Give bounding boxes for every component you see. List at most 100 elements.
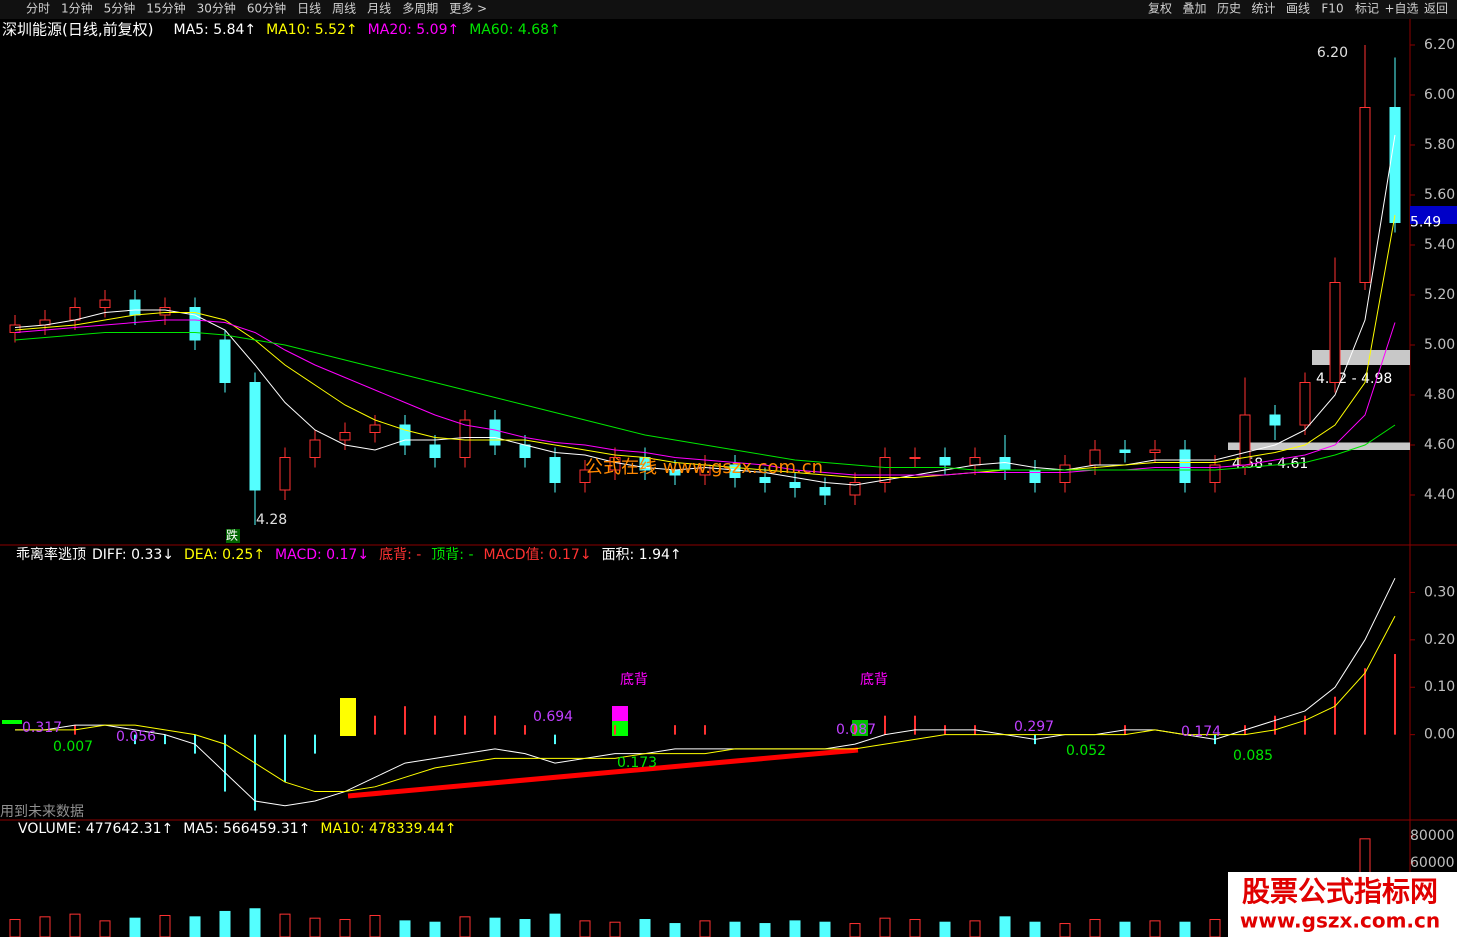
toolbar-item[interactable]: 月线	[367, 2, 391, 16]
y-tick-label: 5.60	[1424, 187, 1455, 203]
y-tick-label: 6.00	[1424, 87, 1455, 103]
y-tick-label: 5.00	[1424, 337, 1455, 353]
volume-bar	[69, 913, 81, 937]
y-tick-label: 80000	[1410, 828, 1455, 844]
toolbar-item[interactable]: 多周期	[402, 2, 438, 16]
candle-body	[309, 439, 321, 458]
toolbar-item[interactable]: 5分钟	[104, 1, 136, 16]
indicator-label: MACD: 0.17↓	[275, 547, 369, 563]
indicator-label: DEA: 0.25↑	[184, 547, 265, 563]
toolbar-item[interactable]: 日线	[297, 2, 321, 16]
toolbar-item[interactable]: 30分钟	[197, 1, 236, 16]
watermark: 公式在线 www.gszx.com.cn	[585, 457, 823, 478]
toolbar-item[interactable]: 周线	[332, 2, 356, 16]
y-tick-label: 6.20	[1424, 37, 1455, 53]
marker: 跌	[226, 528, 238, 543]
candle-body	[1389, 107, 1401, 223]
ma-line	[14, 319, 1396, 476]
toolbar-item[interactable]: 历史	[1217, 2, 1241, 16]
annotation: 0.007	[53, 739, 93, 755]
dea-line	[15, 615, 1396, 793]
toolbar-item[interactable]: 1分钟	[61, 1, 93, 16]
candle-body	[99, 299, 111, 308]
y-tick-label: 5.20	[1424, 287, 1455, 303]
y-tick-label: 0.00	[1424, 727, 1455, 743]
indicator-label: 顶背: -	[431, 547, 473, 563]
candle-body	[819, 487, 831, 496]
indicator-label: MA10: 478339.44↑	[320, 821, 456, 837]
annotation: 用到未来数据	[0, 804, 84, 820]
band-label: 4.92 - 4.98	[1316, 371, 1392, 387]
volume-bar	[1089, 919, 1101, 937]
volume-bar	[1119, 921, 1131, 937]
candle-body	[549, 457, 561, 483]
signal-box	[340, 698, 356, 736]
annotation: 0.694	[533, 709, 573, 725]
signal-box	[2, 720, 22, 724]
volume-bar	[849, 923, 861, 937]
toolbar-item[interactable]: 分时	[26, 2, 50, 16]
toolbar-item[interactable]: +自选	[1384, 2, 1418, 16]
annotation: 0.317	[22, 720, 62, 736]
volume-bar	[669, 923, 681, 937]
annotation: 底背	[620, 672, 648, 688]
annotation: 0.085	[1233, 748, 1273, 764]
stock-title: 深圳能源(日线,前复权)	[2, 21, 153, 39]
toolbar-item[interactable]: 统计	[1251, 2, 1275, 16]
candle-body	[759, 477, 771, 483]
volume-bar	[1179, 921, 1191, 937]
volume-bar	[519, 919, 531, 937]
ma-line	[14, 214, 1396, 478]
candle-body	[399, 424, 411, 446]
candle-body	[1119, 449, 1131, 453]
toolbar-item[interactable]: 15分钟	[146, 1, 185, 16]
volume-bar	[759, 923, 771, 937]
toolbar-item[interactable]: 更多 >	[449, 2, 487, 16]
candle-body	[429, 444, 441, 458]
volume-bar	[429, 921, 441, 937]
volume-bar	[489, 917, 501, 937]
candle-body	[489, 419, 501, 446]
candle-body	[189, 307, 201, 341]
volume-bar	[1029, 921, 1041, 937]
annotation: 0.056	[116, 729, 156, 745]
volume-bar	[9, 919, 21, 937]
volume-bar	[129, 917, 141, 937]
ma-line	[14, 332, 1396, 471]
annotation: 0.087	[836, 722, 876, 738]
marker-box	[226, 529, 240, 543]
candle-body	[1089, 449, 1101, 466]
candle-body	[1029, 469, 1041, 483]
toolbar-item[interactable]: 叠加	[1182, 2, 1206, 16]
toolbar-item[interactable]: 标记	[1355, 2, 1379, 16]
price-band	[1228, 442, 1410, 450]
candle-body	[789, 482, 801, 488]
annotation: 底背	[860, 672, 888, 688]
toolbar-item[interactable]: 返回	[1424, 2, 1448, 16]
candle-body	[849, 482, 861, 496]
y-tick-label: 5.40	[1424, 237, 1455, 253]
candle-body	[129, 299, 141, 316]
toolbar-item[interactable]: 60分钟	[247, 1, 286, 16]
volume-bar	[39, 916, 51, 937]
diff-line	[15, 577, 1396, 807]
volume-bar	[399, 920, 411, 937]
volume-bar	[789, 920, 801, 937]
candle-body	[939, 457, 951, 466]
annotation: 0.052	[1066, 743, 1106, 759]
y-tick-label: 0.30	[1424, 584, 1455, 600]
toolbar-item[interactable]: 画线	[1286, 2, 1310, 16]
volume-bar	[819, 921, 831, 937]
signal-box	[612, 706, 628, 721]
volume-bar	[339, 919, 351, 937]
toolbar-item[interactable]: 复权	[1148, 2, 1172, 16]
indicator-label: MACD值: 0.17↓	[484, 547, 592, 563]
candle-body	[579, 469, 591, 483]
toolbar-item[interactable]: F10	[1321, 2, 1343, 16]
candle-body	[729, 464, 741, 478]
y-tick-label: 0.20	[1424, 632, 1455, 648]
toolbar	[0, 0, 1457, 19]
candle-body	[1359, 107, 1371, 283]
price-band	[1312, 350, 1410, 365]
indicator-label: DIFF: 0.33↓	[92, 547, 174, 563]
